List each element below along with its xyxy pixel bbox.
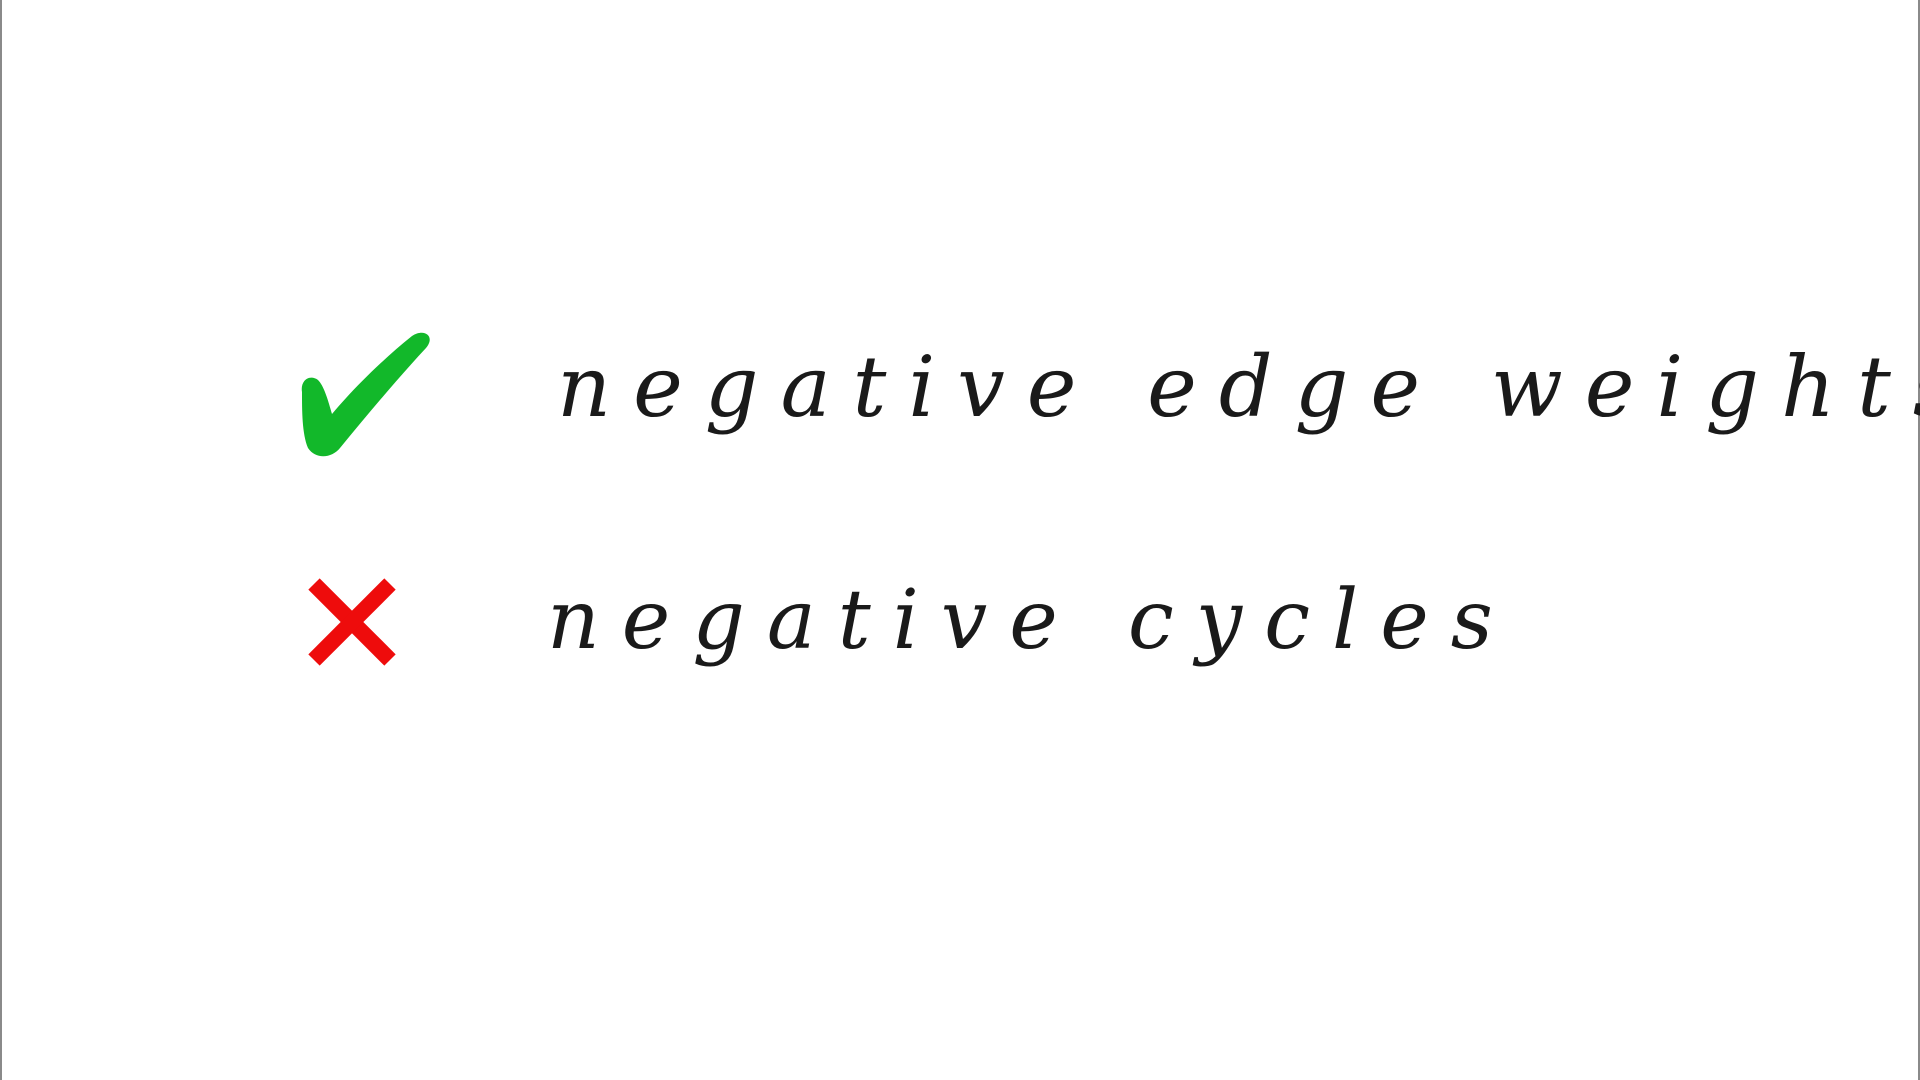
not-allowed-item-text: negative cycles bbox=[547, 573, 1515, 668]
allowed-item-text: negative edge weights bbox=[557, 338, 1920, 436]
check-mark-icon bbox=[301, 332, 430, 457]
cross-mark-icon bbox=[308, 578, 396, 666]
